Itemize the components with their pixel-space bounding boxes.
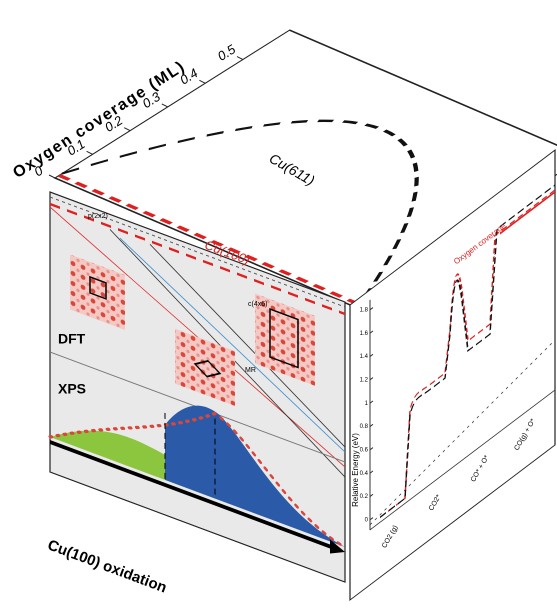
top-tick-label: 0.5 [215,41,239,64]
tick-mark [199,80,205,83]
xps-label: XPS [58,381,86,397]
energy-tick-label: 1.2 [360,377,369,383]
energy-tick-label: 0.4 [360,471,369,477]
energy-tick-label: 1.6 [360,331,369,337]
tick-mark [124,128,130,131]
tick-mark [237,57,243,60]
structure-label: c(4x6) [248,301,267,308]
energy-tick-label: 0.8 [360,424,369,430]
structure-label: p(2x2) [88,213,108,220]
tick-mark [49,175,55,178]
arrow-label: Cu(100) oxidation [45,537,169,597]
energy-tick-label: 1.8 [360,307,369,313]
tick-mark [87,151,93,154]
tick-mark [162,104,168,107]
energy-tick-label: 0.6 [360,447,369,453]
structure-label: MR [245,367,256,374]
energy-tick-label: 0.2 [360,494,369,500]
cube-graphic: Cu(611) Cu(100) [0,0,557,615]
dft-label: DFT [58,331,86,347]
energy-tick-label: 1.4 [360,354,369,360]
